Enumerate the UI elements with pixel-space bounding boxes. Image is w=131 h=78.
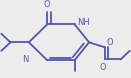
Text: N: N xyxy=(22,55,28,64)
Text: O: O xyxy=(44,0,50,9)
Text: O: O xyxy=(100,63,106,72)
Text: NH: NH xyxy=(77,18,89,27)
Text: O: O xyxy=(107,38,113,47)
